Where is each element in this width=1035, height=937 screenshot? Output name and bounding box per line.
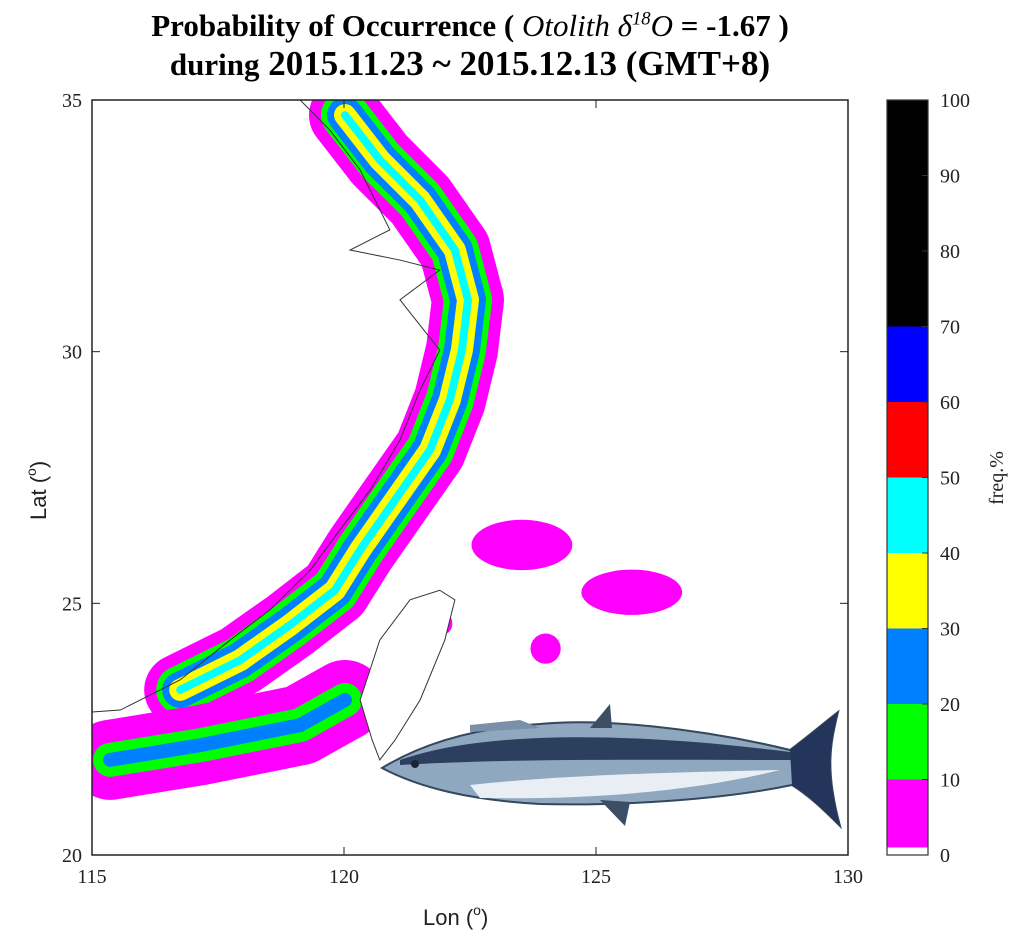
colorbar-segment bbox=[887, 100, 928, 327]
main-band-contour bbox=[176, 111, 472, 694]
axes: 115 120 125 130 20 25 30 35 bbox=[62, 90, 863, 888]
colorbar-segment bbox=[887, 847, 928, 855]
colorbar-label: freq.% bbox=[986, 451, 1008, 505]
x-axis-label: Lon (o) bbox=[423, 902, 488, 930]
title-oxygen: O bbox=[650, 8, 673, 43]
x-tick-label: 115 bbox=[77, 866, 106, 888]
colorbar-segment bbox=[887, 326, 928, 402]
plot-frame bbox=[91, 99, 849, 856]
y-tick-label: 25 bbox=[62, 593, 82, 615]
colorbar-segment bbox=[887, 779, 928, 848]
colorbar-segment bbox=[887, 402, 928, 478]
title-otolith: Otolith δ bbox=[521, 8, 632, 43]
contour-patch-magenta bbox=[471, 519, 573, 571]
colorbar-segment bbox=[887, 477, 928, 553]
x-tick-label: 125 bbox=[581, 866, 611, 888]
contour-patch-magenta bbox=[581, 569, 683, 615]
coastline-china bbox=[92, 100, 441, 713]
colorbar-tick-label: 80 bbox=[940, 241, 960, 263]
title-during: during bbox=[169, 47, 260, 82]
colorbar-tick-label: 10 bbox=[940, 770, 960, 792]
colorbar-segment bbox=[887, 704, 928, 780]
colorbar: 0 10 20 30 40 50 60 70 80 90 100 bbox=[886, 90, 970, 867]
x-tick-label: 120 bbox=[329, 866, 359, 888]
colorbar-tick-label: 20 bbox=[940, 694, 960, 716]
chart-title-line1: Probability of Occurrence ( Otolith δ18O… bbox=[0, 8, 940, 44]
y-axis-label: Lat (o) bbox=[23, 461, 51, 520]
title-dates: 2015.11.23 ~ 2015.12.13 (GMT+8) bbox=[268, 44, 771, 83]
title-value: = -1.67 ) bbox=[680, 8, 789, 43]
colorbar-tick-label: 100 bbox=[940, 90, 970, 112]
colorbar-tick-label: 60 bbox=[940, 392, 960, 414]
colorbar-segment bbox=[887, 628, 928, 704]
x-tick-label: 130 bbox=[833, 866, 863, 888]
chart-title-line2: during 2015.11.23 ~ 2015.12.13 (GMT+8) bbox=[0, 44, 940, 84]
colorbar-tick-label: 70 bbox=[940, 317, 960, 339]
y-tick-label: 30 bbox=[62, 342, 82, 364]
colorbar-tick-label: 90 bbox=[940, 166, 960, 188]
y-tick-label: 35 bbox=[62, 90, 82, 112]
title-text: Probability of Occurrence ( bbox=[151, 8, 515, 43]
colorbar-tick-label: 30 bbox=[940, 619, 960, 641]
title-isotope: 18 bbox=[631, 8, 651, 30]
colorbar-tick-label: 40 bbox=[940, 543, 960, 565]
colorbar-tick-label: 0 bbox=[940, 845, 950, 867]
colorbar-segment bbox=[887, 553, 928, 629]
mackerel-fish-image bbox=[379, 704, 842, 830]
plot-area bbox=[92, 100, 683, 800]
south-band-contour bbox=[103, 692, 353, 767]
colorbar-tick-label: 50 bbox=[940, 468, 960, 490]
contour-patch-magenta bbox=[530, 633, 561, 664]
y-tick-label: 20 bbox=[62, 845, 82, 867]
coastline-taiwan bbox=[359, 589, 456, 761]
